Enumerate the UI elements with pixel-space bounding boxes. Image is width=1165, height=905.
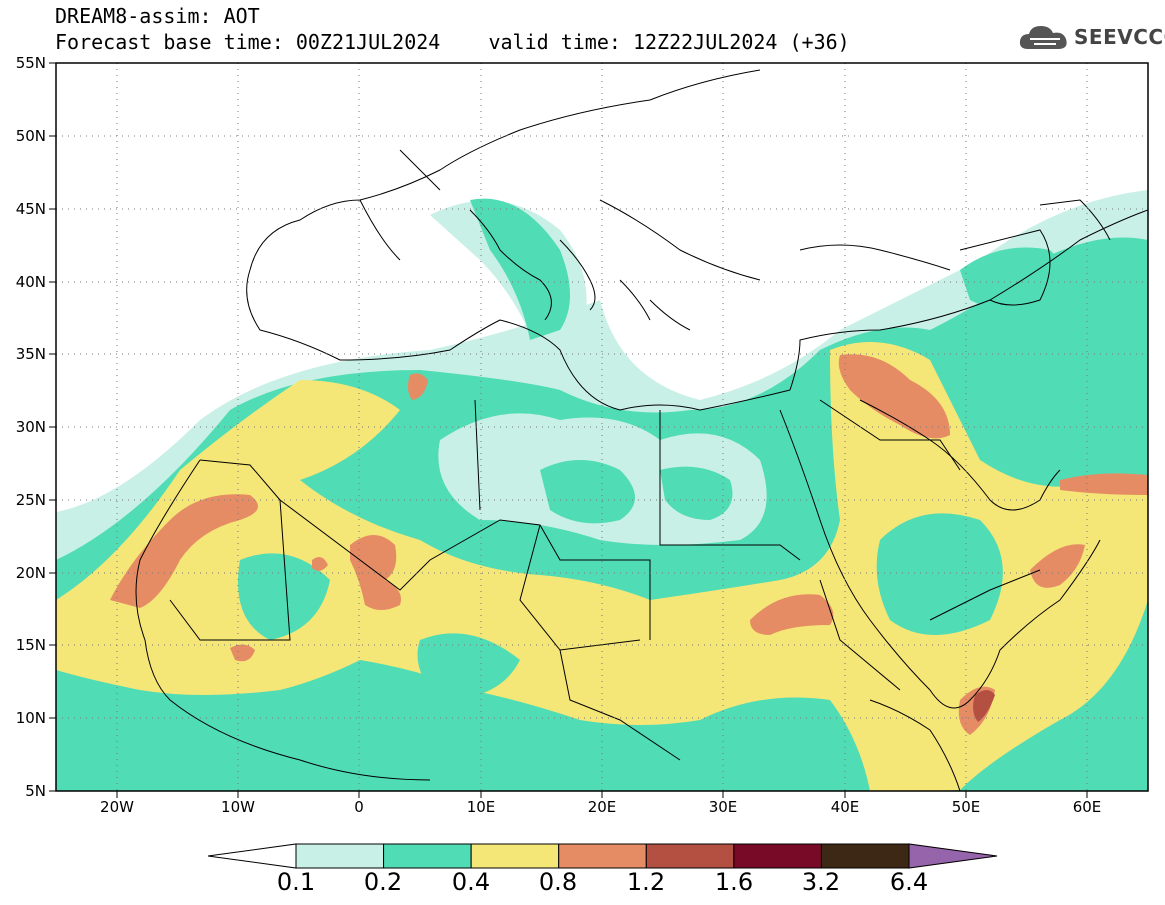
colorbar-label: 0.4 bbox=[451, 868, 491, 896]
colorbar-label: 3.2 bbox=[801, 868, 841, 896]
lat-label: 35N bbox=[16, 345, 46, 363]
lon-label: 60E bbox=[1073, 798, 1102, 816]
aot-contour-0.4 bbox=[56, 342, 1148, 791]
colorbar-box bbox=[820, 843, 910, 869]
colorbar-box bbox=[295, 843, 385, 869]
colorbar-label: 1.2 bbox=[626, 868, 666, 896]
tick-marks bbox=[49, 62, 1088, 798]
lon-label: 50E bbox=[952, 798, 981, 816]
colorbar-box bbox=[645, 843, 735, 869]
colorbar-box bbox=[470, 843, 560, 869]
lat-label: 50N bbox=[16, 127, 46, 145]
colorbar-label: 0.8 bbox=[538, 868, 578, 896]
colorbar-box bbox=[733, 843, 822, 869]
aot-field bbox=[56, 190, 1148, 791]
title-variable: DREAM8-assim: AOT bbox=[55, 4, 260, 28]
lat-label: 15N bbox=[16, 636, 46, 654]
colorbar bbox=[207, 843, 998, 869]
gridlines bbox=[56, 63, 1148, 791]
aot-light-patch bbox=[540, 460, 733, 524]
lat-label: 5N bbox=[25, 782, 46, 800]
lat-label: 20N bbox=[16, 564, 46, 582]
colorbar-label: 0.1 bbox=[276, 868, 316, 896]
title-times: Forecast base time: 00Z21JUL2024 valid t… bbox=[55, 30, 850, 54]
lat-label: 30N bbox=[16, 418, 46, 436]
logo-text: SEEVCCC bbox=[1074, 25, 1165, 49]
lat-label: 25N bbox=[16, 491, 46, 509]
logo: SEEVCCC bbox=[1018, 22, 1165, 52]
lat-label: 40N bbox=[16, 273, 46, 291]
lat-label: 10N bbox=[16, 709, 46, 727]
lon-label: 20E bbox=[588, 798, 617, 816]
aot-contour-1.2 bbox=[973, 690, 995, 722]
lon-label: 10W bbox=[221, 798, 255, 816]
lon-label: 10E bbox=[467, 798, 496, 816]
colorbar-box bbox=[383, 843, 472, 869]
lon-label: 40E bbox=[831, 798, 860, 816]
colorbar-label: 6.4 bbox=[889, 868, 929, 896]
lon-label: 30E bbox=[709, 798, 738, 816]
colorbar-label: 1.6 bbox=[714, 868, 754, 896]
colorbar-lower-arrow bbox=[207, 843, 297, 869]
colorbar-box bbox=[558, 843, 647, 869]
colorbar-label: 0.2 bbox=[363, 868, 403, 896]
lat-label: 55N bbox=[16, 54, 46, 72]
coastlines bbox=[135, 69, 1148, 791]
lon-label: 0 bbox=[354, 798, 364, 816]
lon-label: 20W bbox=[100, 798, 134, 816]
lat-label: 45N bbox=[16, 200, 46, 218]
cloud-icon bbox=[1019, 26, 1067, 49]
colorbar-upper-arrow bbox=[908, 843, 998, 869]
aot-green-patch bbox=[238, 513, 1003, 700]
